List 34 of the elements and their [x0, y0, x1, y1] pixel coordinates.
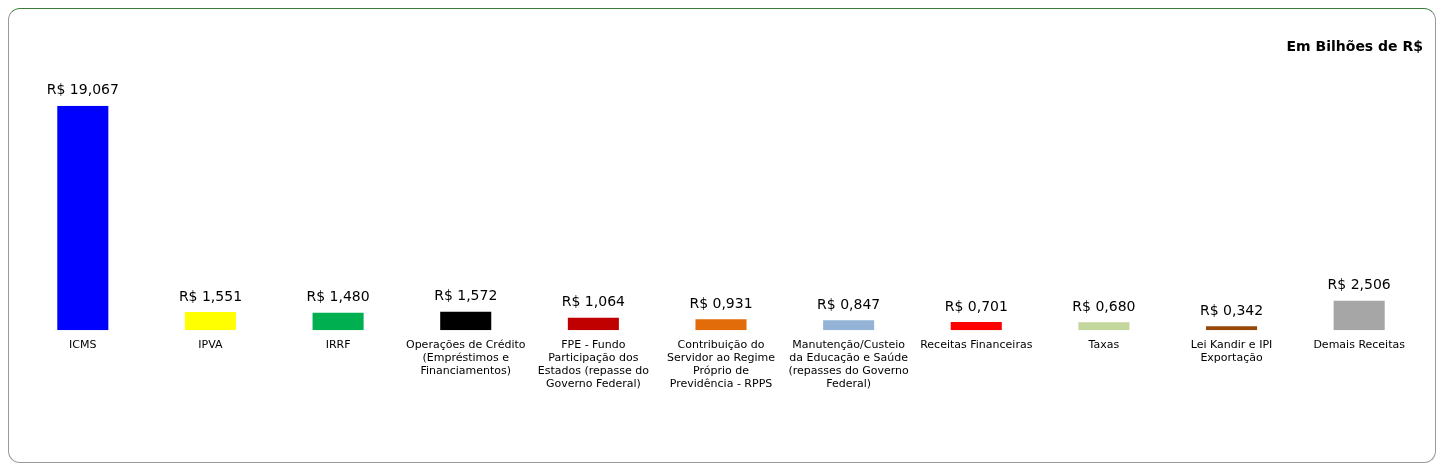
- bar: [312, 312, 364, 331]
- data-label: R$ 0,342: [1199, 301, 1264, 318]
- bar: [440, 311, 492, 331]
- bar: [695, 319, 747, 331]
- data-label: R$ 1,572: [434, 287, 498, 304]
- bar: [567, 317, 619, 331]
- data-label: R$ 1,551: [178, 287, 243, 304]
- data-label: R$ 0,701: [944, 297, 1008, 314]
- data-label: R$ 0,680: [1072, 297, 1136, 314]
- data-label: R$ 0,931: [689, 294, 753, 311]
- x-tick-label: Demais Receitas: [1313, 337, 1406, 351]
- bar: [1078, 322, 1130, 331]
- bar: [1333, 300, 1385, 331]
- bar: [950, 321, 1002, 331]
- chart-title: Em Bilhões de R$: [1286, 38, 1423, 55]
- x-tick-label: Manutenção/Custeio da Educação e Saúde (repasses do Governo Federal): [788, 337, 910, 391]
- data-label: R$ 2,506: [1327, 276, 1391, 293]
- x-tick-label: IRRF: [325, 337, 351, 351]
- data-label: R$ 1,064: [561, 293, 626, 310]
- x-tick-label: Contribuição do Servidor ao Regime Próprio de Previdência - RPPS: [667, 337, 776, 391]
- bar: [57, 105, 109, 331]
- x-tick-label: Operações de Crédito (Empréstimos e Financiamentos): [405, 337, 526, 378]
- data-label: R$ 19,067: [46, 81, 119, 98]
- data-label: R$ 1,480: [306, 288, 370, 305]
- data-label: R$ 0,847: [817, 295, 881, 312]
- x-tick-label: IPVA: [198, 337, 224, 351]
- x-tick-label: FPE - Fundo Participação dos Estados (repasse do Governo Federal): [537, 337, 650, 391]
- x-tick-label: Receitas Financeiras: [920, 337, 1033, 351]
- x-tick-label: ICMS: [69, 337, 97, 351]
- bar: [823, 320, 875, 331]
- x-tick-label: Lei Kandir e IPI Exportação: [1190, 337, 1273, 364]
- bar: [1206, 326, 1258, 331]
- bar: [184, 311, 236, 331]
- x-tick-label: Taxas: [1087, 337, 1120, 351]
